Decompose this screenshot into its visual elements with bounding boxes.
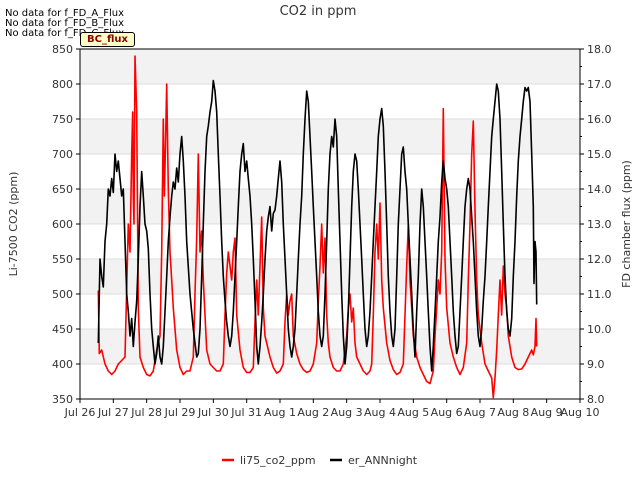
y-tick-label: 550 xyxy=(52,253,73,266)
x-tick-label: Aug 10 xyxy=(561,406,600,419)
y2-tick-label: 9.0 xyxy=(587,358,605,371)
x-tick-label: Aug 1 xyxy=(264,406,296,419)
x-tick-label: Aug 7 xyxy=(464,406,496,419)
legend-label: er_ANNnight xyxy=(348,454,418,467)
y2-tick-label: 10.0 xyxy=(587,323,612,336)
background-bands xyxy=(80,49,580,364)
y2-tick-label: 15.0 xyxy=(587,148,612,161)
y-tick-label: 500 xyxy=(52,288,73,301)
x-tick-label: Jul 30 xyxy=(197,406,229,419)
y2-tick-label: 13.0 xyxy=(587,218,612,231)
x-tick-label: Aug 9 xyxy=(531,406,563,419)
background-band xyxy=(80,189,580,224)
y2-tick-label: 14.0 xyxy=(587,183,612,196)
x-tick-label: Aug 3 xyxy=(331,406,363,419)
series-line-er_ANNnight xyxy=(97,79,538,372)
chart-title: CO2 in ppm xyxy=(280,4,357,19)
y-tick-label: 800 xyxy=(52,78,73,91)
no-data-note-c: No data for f_FD_C_Flux xyxy=(5,28,125,39)
y-tick-label: 400 xyxy=(52,358,73,371)
x-tick-label: Aug 6 xyxy=(431,406,463,419)
legend: li75_co2_ppm er_ANNnight xyxy=(222,454,418,467)
bc-flux-badge: BC_flux xyxy=(80,32,135,47)
y2-tick-label: 16.0 xyxy=(587,113,612,126)
no-data-note-a: No data for f_FD_A_Flux xyxy=(5,8,125,19)
x-tick-label: Aug 2 xyxy=(297,406,329,419)
y2-tick-label: 17.0 xyxy=(587,78,612,91)
y2-tick-label: 18.0 xyxy=(587,43,612,56)
y-tick-label: 450 xyxy=(52,323,73,336)
x-tick-label: Jul 28 xyxy=(130,406,162,419)
y-axis-right: 8.0 9.0 10.0 11.0 12.0 13.0 14.0 15.0 16.0 17.0 18… xyxy=(580,43,612,406)
y2-tick-label: 11.0 xyxy=(587,288,612,301)
y-tick-label: 850 xyxy=(52,43,73,56)
x-tick-label: Aug 4 xyxy=(364,406,396,419)
no-data-note-b: No data for f_FD_B_Flux xyxy=(5,18,125,29)
y2-tick-label: 8.0 xyxy=(587,393,605,406)
y-axis-left: 350 400 450 500 550 600 650 700 750 800 850 xyxy=(52,43,80,406)
y2-axis-label: FD chamber flux (ppm) xyxy=(620,160,633,288)
x-tick-label: Jul 31 xyxy=(230,406,262,419)
y-tick-label: 350 xyxy=(52,393,73,406)
background-band xyxy=(80,259,580,294)
series-layer xyxy=(97,55,538,399)
y-tick-label: 700 xyxy=(52,148,73,161)
x-tick-label: Jul 26 xyxy=(64,406,96,419)
background-band xyxy=(80,49,580,84)
x-tick-label: Aug 5 xyxy=(397,406,429,419)
legend-label: li75_co2_ppm xyxy=(240,454,316,467)
y-tick-label: 600 xyxy=(52,218,73,231)
x-tick-label: Aug 8 xyxy=(497,406,529,419)
series-line-li75_co2_ppm xyxy=(97,55,538,399)
x-axis: Jul 26 Jul 27 Jul 28 Jul 29 Jul 30 Jul 31 Aug … xyxy=(64,399,600,419)
x-tick-label: Jul 27 xyxy=(97,406,129,419)
y-tick-label: 750 xyxy=(52,113,73,126)
y-axis-label: Li-7500 CO2 (ppm) xyxy=(7,172,20,277)
y2-tick-label: 12.0 xyxy=(587,253,612,266)
y-tick-label: 650 xyxy=(52,183,73,196)
x-tick-label: Jul 29 xyxy=(164,406,196,419)
